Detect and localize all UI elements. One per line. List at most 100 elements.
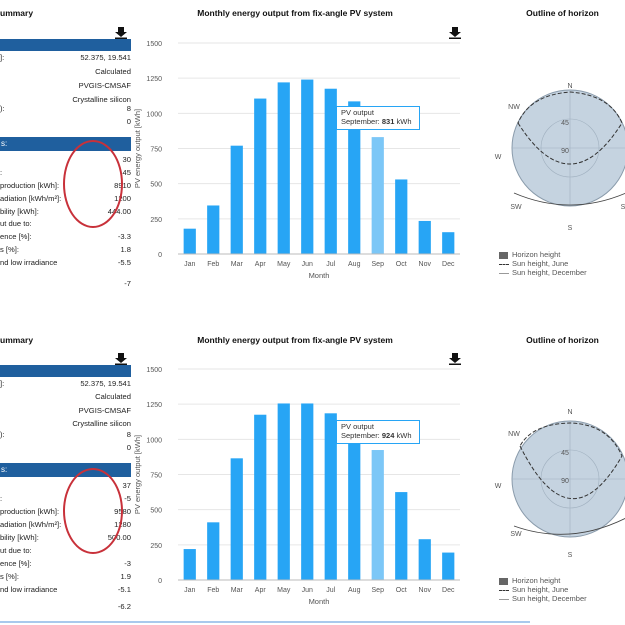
y-tick-label: 500: [150, 508, 162, 515]
summary-panel: ummary ]: 52.375, 19.541 Calculated PVGI…: [0, 0, 131, 300]
summary-label: s [%]:: [0, 245, 19, 254]
legend-label: Sun height, December: [512, 594, 587, 603]
y-axis-label: PV energy output [kWh]: [133, 435, 142, 514]
summary-label: ut due to:: [0, 219, 32, 228]
bar-dec: [442, 232, 455, 254]
highlight-circle: [63, 468, 123, 554]
ring-label-45: 45: [561, 120, 569, 127]
chart-title: Monthly energy output from fix-angle PV …: [197, 8, 393, 18]
summary-value: Crystalline silicon: [72, 419, 131, 428]
summary-label: s [%]:: [0, 572, 19, 581]
tooltip-series: PV output: [341, 108, 374, 117]
y-tick-label: 500: [150, 182, 162, 189]
section-header-bar: s:: [0, 463, 131, 477]
x-tick-label: Apr: [255, 261, 267, 268]
x-tick-label: Feb: [207, 261, 219, 268]
bar-mar: [230, 145, 243, 254]
bar-jan: [183, 549, 196, 580]
legend-line-dashed: [499, 263, 509, 265]
compass-n: N: [567, 83, 572, 90]
summary-value: -6.2: [117, 602, 131, 611]
summary-value: 52.375, 19.541: [80, 53, 131, 62]
chart-download-icon[interactable]: [449, 26, 461, 39]
summary-value: 500.00: [107, 533, 131, 542]
summary-value: -3.3: [117, 232, 131, 241]
tooltip-unit: kWh: [396, 117, 412, 126]
summary-label: :: [0, 494, 3, 503]
bar-aug: [348, 428, 361, 580]
x-tick-label: Oct: [396, 261, 407, 268]
legend-line: [499, 272, 509, 274]
horizon-plot: N NW W SW S S 45 90: [495, 83, 625, 232]
summary-value: 8: [126, 430, 131, 439]
sun-path-december: [513, 192, 625, 206]
ring-label-90: 90: [561, 148, 569, 155]
summary-label: ]:: [0, 53, 5, 62]
summary-value: 52.375, 19.541: [80, 379, 131, 388]
summary-value: 37: [122, 481, 131, 490]
legend-june: Sun height, June: [499, 259, 568, 268]
bar-sep: [371, 137, 384, 254]
horizon-title: Outline of horizon: [526, 8, 599, 18]
tooltip-series: PV output: [341, 422, 374, 431]
bar-dec: [442, 552, 455, 580]
x-tick-label: Jan: [184, 587, 195, 594]
compass-se: S: [621, 204, 625, 211]
x-tick-label: May: [277, 261, 291, 268]
x-tick-label: Mar: [231, 261, 244, 268]
bar-feb: [207, 205, 220, 254]
x-tick-label: Sep: [372, 587, 385, 594]
compass-n: N: [567, 409, 572, 416]
legend-label: Sun height, December: [512, 268, 587, 277]
legend-horizon-height: Horizon height: [499, 576, 560, 585]
chart-download-icon[interactable]: [449, 352, 461, 365]
summary-label: bility [kWh]:: [0, 533, 39, 542]
y-tick-label: 1000: [146, 437, 162, 444]
summary-download-icon[interactable]: [115, 352, 127, 365]
summary-value: Crystalline silicon: [72, 95, 131, 104]
x-tick-label: Jul: [326, 587, 335, 594]
bar-oct: [395, 179, 408, 254]
x-tick-label: Apr: [255, 587, 267, 594]
x-tick-label: Jun: [302, 587, 313, 594]
section-header-bar: [0, 39, 131, 51]
x-tick-label: May: [277, 587, 291, 594]
section-header-label: s:: [1, 465, 8, 474]
bar-nov: [418, 220, 431, 254]
compass-sw: SW: [510, 204, 522, 211]
compass-nw: NW: [508, 104, 520, 111]
legend-label: Sun height, June: [512, 259, 569, 268]
x-tick-label: Jun: [302, 261, 313, 268]
compass-sw: SW: [510, 531, 522, 538]
bar-jun: [301, 79, 314, 254]
summary-label: bility [kWh]:: [0, 207, 39, 216]
summary-value: Calculated: [95, 67, 131, 76]
horizon-title: Outline of horizon: [526, 335, 599, 345]
summary-label: adiation [kWh/m²]:: [0, 520, 62, 529]
tooltip-month: September:: [341, 117, 380, 126]
chart-title: Monthly energy output from fix-angle PV …: [197, 335, 393, 345]
x-tick-label: Oct: [396, 587, 407, 594]
bar-jul: [324, 413, 337, 580]
summary-value: 1200: [114, 194, 131, 203]
y-tick-label: 1000: [146, 111, 162, 118]
x-axis-label: Month: [309, 271, 330, 280]
bar-oct: [395, 492, 408, 580]
y-tick-label: 0: [158, 578, 162, 585]
compass-w: W: [495, 154, 502, 161]
summary-label: production [kWh]:: [0, 507, 60, 516]
summary-label: ence [%]:: [0, 232, 32, 241]
legend-label: Horizon height: [512, 250, 561, 259]
legend-line-dashed: [499, 589, 509, 591]
sun-path-december: [513, 518, 625, 535]
summary-label: ):: [0, 104, 5, 113]
panel-2: ummary ]: 52.375, 19.541 Calculated PVGI…: [0, 326, 625, 621]
x-tick-label: Jan: [184, 261, 195, 268]
summary-download-icon[interactable]: [115, 26, 127, 39]
sun-path-june: [517, 91, 623, 165]
section-header-bar: [0, 365, 131, 377]
summary-label: ence [%]:: [0, 559, 32, 568]
summary-label: ut due to:: [0, 546, 32, 555]
compass-s: S: [568, 225, 573, 232]
x-tick-label: Dec: [442, 261, 455, 268]
